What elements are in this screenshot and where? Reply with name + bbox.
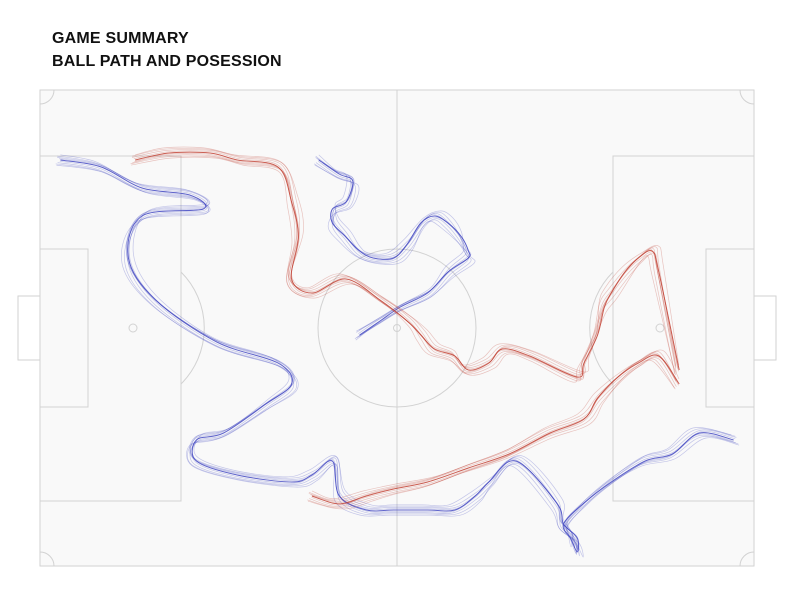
ball-paths bbox=[55, 146, 740, 558]
blue-path-core bbox=[60, 159, 734, 553]
blue-path-strand bbox=[313, 163, 472, 340]
red-path-strand bbox=[132, 147, 677, 374]
red-path-core bbox=[311, 354, 680, 505]
red-path-strand bbox=[132, 154, 677, 380]
red-path-strand bbox=[131, 156, 676, 383]
left-penalty-arc bbox=[180, 271, 205, 385]
corner-arc-top-right bbox=[739, 89, 755, 105]
page-title: GAME SUMMARY bbox=[52, 30, 189, 47]
right-penalty-arc bbox=[589, 271, 614, 385]
blue-possession-path-1 bbox=[55, 154, 740, 558]
red-path-strand bbox=[310, 353, 679, 503]
corner-arc-bottom-left bbox=[39, 551, 55, 567]
blue-path-core bbox=[318, 159, 471, 336]
blue-path-strand bbox=[56, 164, 740, 558]
blue-path-strand bbox=[60, 154, 732, 548]
left-penalty-spot bbox=[128, 323, 138, 333]
right-penalty-spot bbox=[655, 323, 665, 333]
blue-path-strand bbox=[317, 161, 470, 337]
red-path-strand bbox=[307, 359, 676, 510]
red-path-strand bbox=[311, 356, 679, 506]
red-path-strand bbox=[309, 357, 677, 507]
blue-path-strand bbox=[315, 162, 469, 338]
blue-path-strand bbox=[315, 157, 470, 333]
red-possession-path-3 bbox=[130, 146, 680, 383]
blue-path-strand bbox=[57, 157, 737, 550]
corner-arc-bottom-right bbox=[739, 551, 755, 567]
red-possession-path-4 bbox=[307, 349, 680, 510]
red-path-strand bbox=[308, 350, 677, 501]
blue-possession-path-2 bbox=[313, 154, 476, 341]
blue-path-strand bbox=[57, 155, 736, 549]
red-path-strand bbox=[311, 349, 680, 500]
corner-arc-top-left bbox=[39, 89, 55, 105]
center-spot bbox=[393, 324, 401, 332]
left-goal bbox=[17, 295, 41, 361]
chart-title-block: GAME SUMMARY BALL PATH AND POSESSION bbox=[52, 27, 282, 73]
blue-path-strand bbox=[318, 154, 465, 331]
blue-path-strand bbox=[314, 164, 476, 341]
red-path-strand bbox=[307, 358, 675, 509]
pitch-markings bbox=[17, 89, 777, 567]
blue-path-strand bbox=[57, 162, 736, 555]
red-path-strand bbox=[135, 146, 680, 373]
right-goal bbox=[753, 295, 777, 361]
blue-path-strand bbox=[55, 163, 739, 557]
center-circle bbox=[317, 248, 477, 408]
red-path-core bbox=[135, 151, 680, 378]
red-path-strand bbox=[308, 352, 677, 502]
page-subtitle: BALL PATH AND POSESSION bbox=[52, 53, 282, 70]
